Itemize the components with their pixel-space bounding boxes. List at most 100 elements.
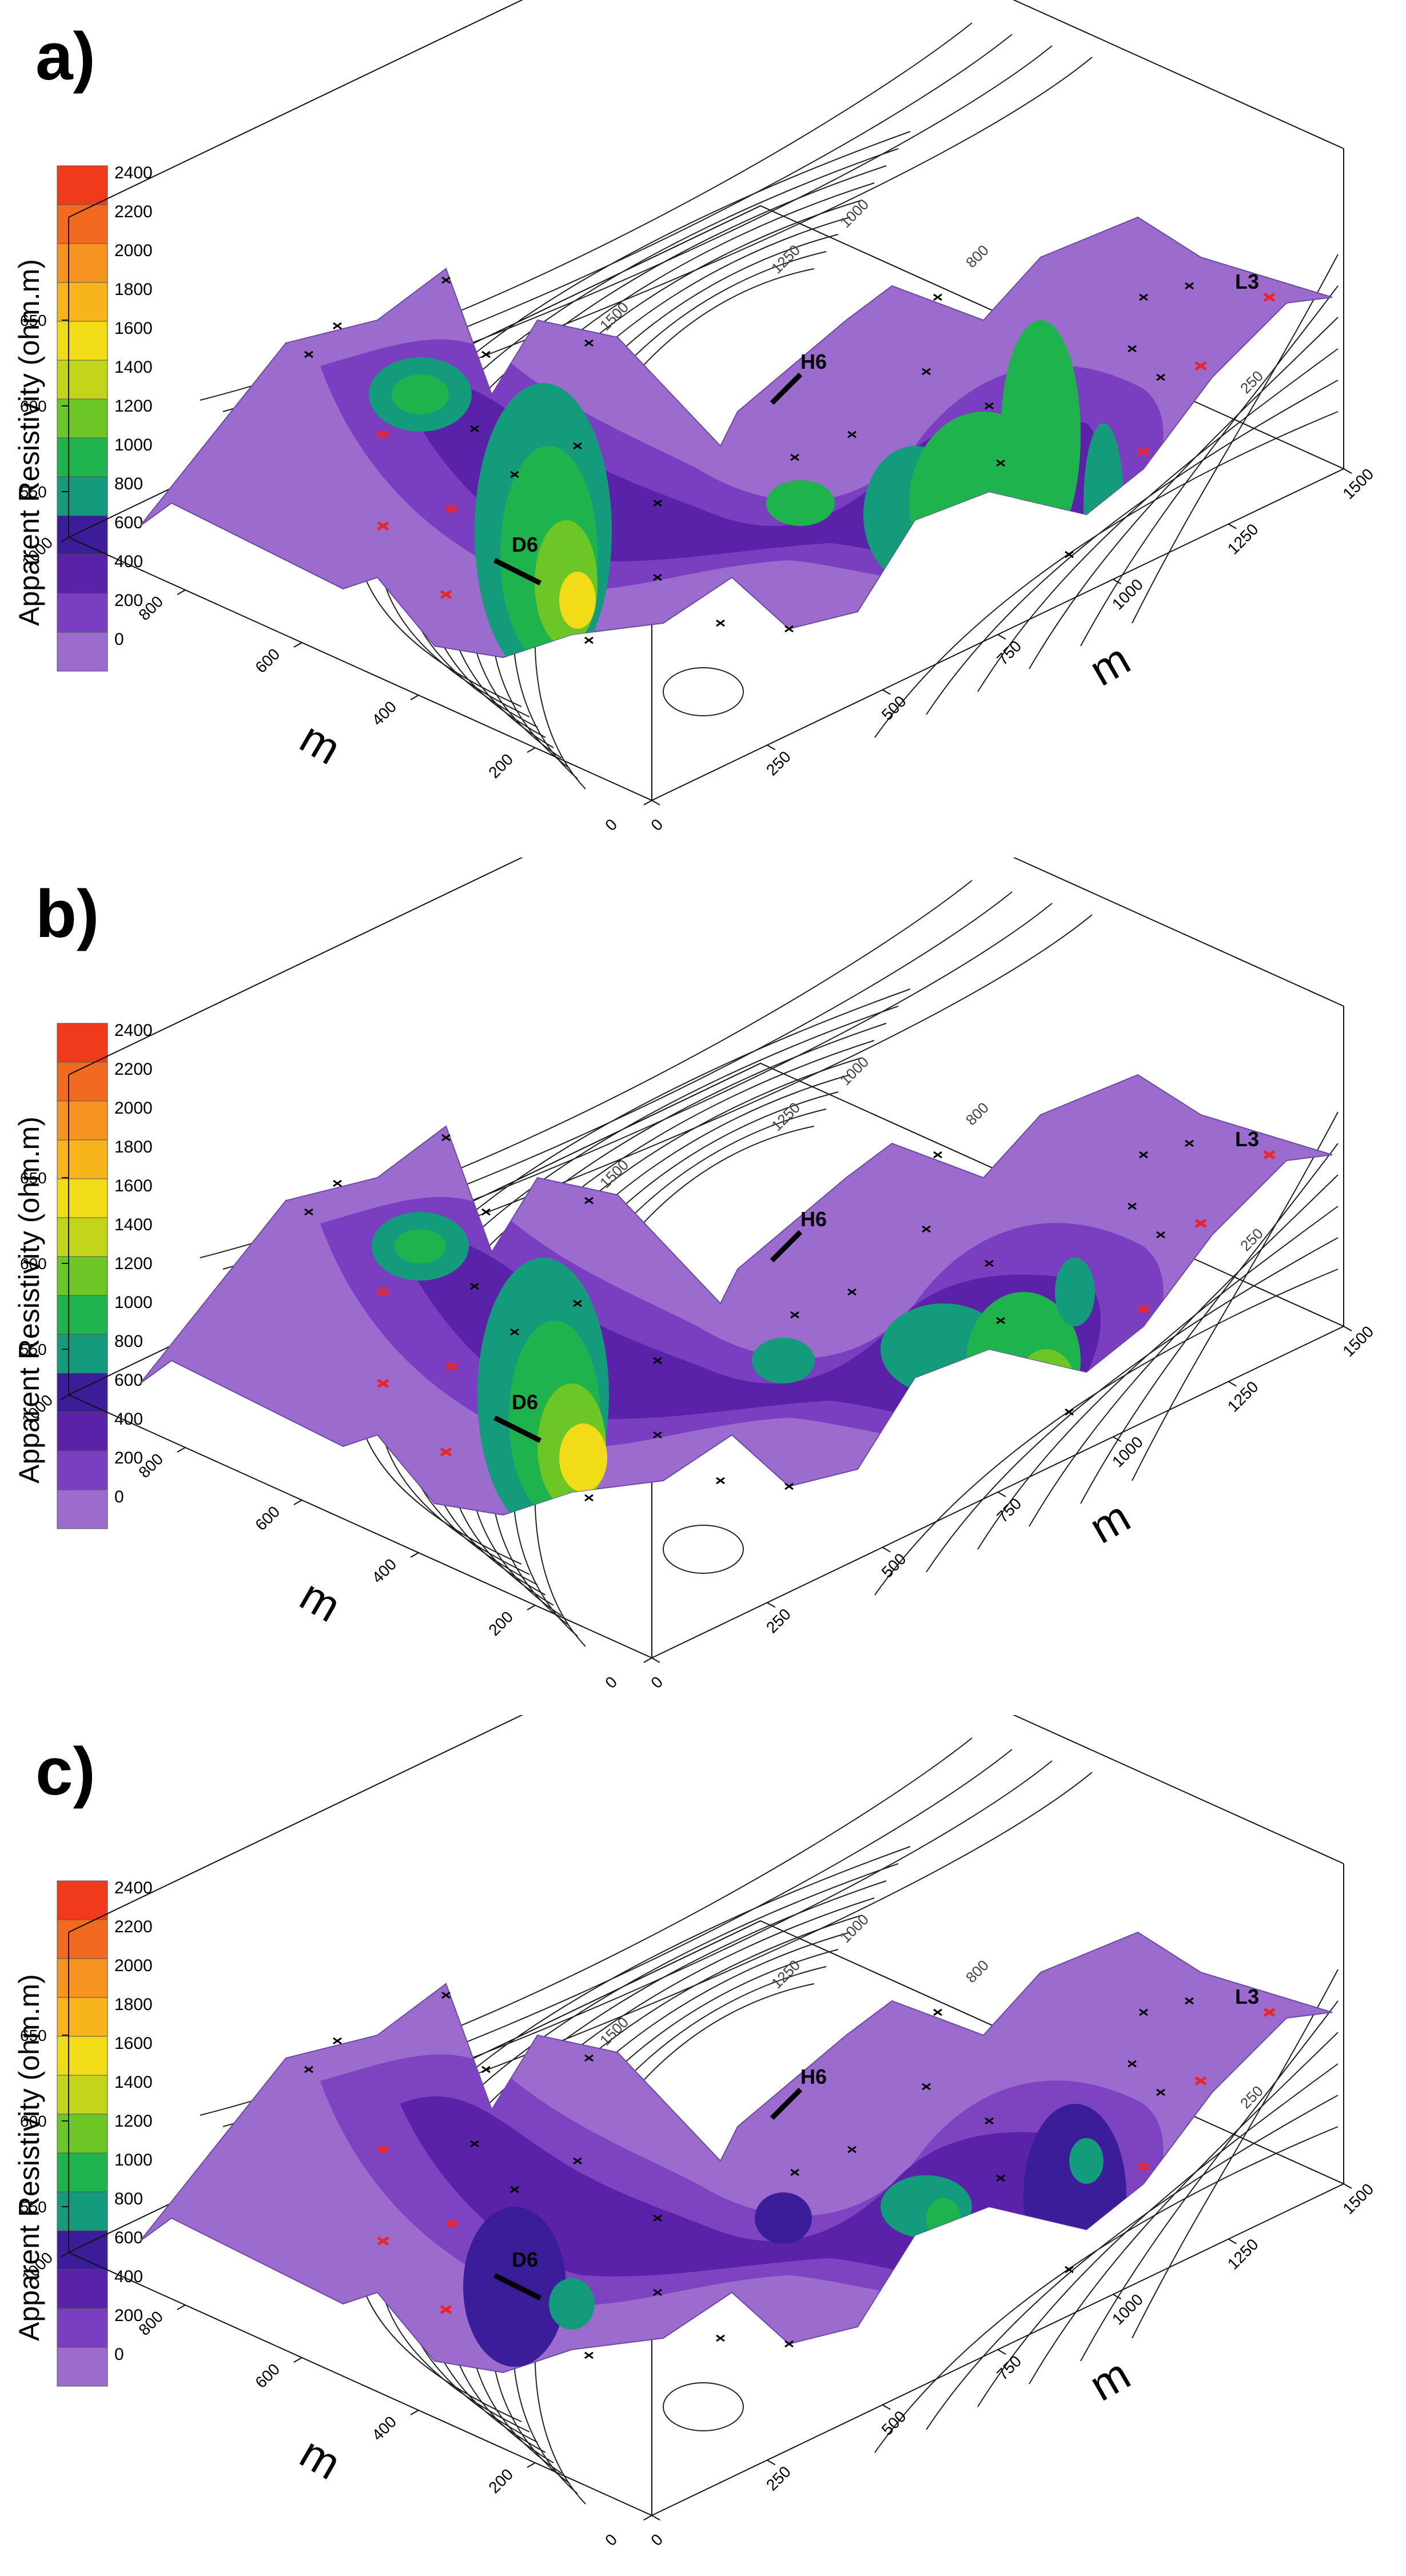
y-tick bbox=[527, 2462, 536, 2468]
annotations: D6 H6 L3 bbox=[493, 1985, 1259, 2301]
back-tick-label: 1000 bbox=[837, 1053, 872, 1088]
contour-line bbox=[926, 1237, 1339, 1573]
data-point-marker bbox=[653, 1357, 662, 1365]
data-point-marker bbox=[481, 350, 491, 358]
legend-swatch bbox=[57, 1139, 108, 1179]
back-tick-label: 250 bbox=[1237, 367, 1266, 397]
legend-tick-label: 1000 bbox=[114, 1293, 153, 1312]
legend-tick-label: 2000 bbox=[114, 1099, 153, 1118]
surface-base bbox=[140, 1074, 1333, 1516]
data-point-marker bbox=[1185, 1139, 1194, 1147]
legend-tick-label: 1400 bbox=[114, 358, 153, 377]
legend-tick-label: 1000 bbox=[114, 436, 153, 454]
ground-plane bbox=[67, 1062, 1345, 1659]
legend-swatch bbox=[57, 1023, 108, 1063]
borehole-marker bbox=[1263, 292, 1276, 302]
anomaly-center bbox=[766, 480, 835, 526]
box-top-edge bbox=[68, 1715, 1344, 1933]
legend-swatch bbox=[57, 2230, 108, 2270]
legend-tick-label: 800 bbox=[114, 2190, 143, 2208]
x-tick bbox=[1343, 1326, 1352, 1331]
legend-tick-label: 1800 bbox=[114, 280, 153, 299]
legend-swatch bbox=[57, 1100, 108, 1141]
y-tick-label: 0 bbox=[602, 2530, 620, 2549]
plot-svg: 0200400600800100012001400160018002000220… bbox=[13, 858, 1377, 1692]
x-tick-label: 1250 bbox=[1224, 2235, 1262, 2273]
legend-tick-label: 0 bbox=[114, 2345, 124, 2364]
legend-swatch bbox=[57, 2114, 108, 2154]
legend-tick-label: 2000 bbox=[114, 241, 153, 260]
axes-box bbox=[67, 858, 1345, 1659]
x-tick bbox=[997, 634, 1006, 640]
legend-title: Apparent Resistivity (ohm.m) bbox=[13, 1116, 45, 1484]
legend-tick-label: 2200 bbox=[114, 202, 153, 221]
x-tick bbox=[1113, 579, 1122, 585]
x-tick bbox=[1228, 2238, 1237, 2244]
resistivity-surface bbox=[140, 1074, 1333, 1516]
anomaly-e-core bbox=[1018, 1349, 1075, 1418]
y-tick-label: 400 bbox=[368, 1555, 400, 1586]
x-tick-label: 250 bbox=[763, 2463, 794, 2494]
well-trace bbox=[493, 2272, 542, 2301]
x-tick bbox=[1113, 1436, 1122, 1442]
data-point-marker bbox=[1128, 1202, 1137, 1210]
legend-swatch bbox=[57, 1256, 108, 1296]
y-tick bbox=[643, 1657, 652, 1663]
legend-swatch bbox=[57, 1334, 108, 1374]
data-point-marker bbox=[470, 425, 479, 433]
data-point-marker bbox=[481, 1208, 491, 1216]
y-axis-title: m bbox=[292, 1570, 349, 1632]
y-tick-label: 600 bbox=[252, 1502, 283, 1534]
legend-swatch bbox=[57, 554, 108, 594]
data-point-marker bbox=[573, 2157, 582, 2165]
data-point-marker bbox=[1156, 2088, 1165, 2096]
data-point-marker bbox=[470, 1282, 479, 1290]
well-label-h6: H6 bbox=[800, 1207, 827, 1231]
legend-swatch bbox=[57, 476, 108, 516]
y-tick bbox=[643, 800, 652, 806]
anomaly-d6-core bbox=[549, 2278, 595, 2330]
anomaly-center bbox=[755, 2192, 812, 2244]
back-tick-label: 250 bbox=[1237, 2082, 1266, 2112]
data-point-marker bbox=[1128, 2060, 1137, 2068]
x-tick-label: 0 bbox=[647, 2530, 666, 2549]
back-tick-label: 800 bbox=[962, 1099, 992, 1129]
x-tick bbox=[882, 1546, 891, 1553]
well-label-l3: L3 bbox=[1235, 1127, 1259, 1151]
contour-closed bbox=[663, 2382, 744, 2431]
legend: 0 200 400 600 800 1000 1200 1400 1600 1800 2000 220… bbox=[13, 164, 153, 672]
x-tick-label: 1500 bbox=[1339, 2180, 1377, 2218]
legend-swatch bbox=[57, 1997, 108, 2037]
y-tick bbox=[293, 642, 302, 648]
legend-tick-label: 800 bbox=[114, 474, 143, 493]
y-tick bbox=[60, 2252, 69, 2258]
legend-tick-label: 400 bbox=[114, 2267, 143, 2286]
data-point-marker bbox=[333, 322, 342, 330]
data-point-marker bbox=[304, 2065, 313, 2073]
x-tick-label: 750 bbox=[993, 2352, 1025, 2383]
legend-tick-label: 600 bbox=[114, 1371, 143, 1390]
borehole-marker bbox=[440, 2304, 452, 2315]
borehole-marker bbox=[1137, 1304, 1150, 1314]
legend: 0 200 400 600 800 1000 1200 1400 1600 1800 2000 220… bbox=[13, 1021, 153, 1529]
y-tick bbox=[410, 695, 419, 700]
legend-swatch bbox=[57, 2191, 108, 2231]
contour-line bbox=[1132, 254, 1339, 624]
legend-swatch bbox=[57, 1411, 108, 1452]
data-point-marker bbox=[304, 1208, 313, 1216]
legend-swatch bbox=[57, 2036, 108, 2076]
data-point-marker bbox=[441, 1991, 451, 1999]
legend-swatch bbox=[57, 2347, 108, 2387]
y-tick bbox=[527, 1605, 536, 1610]
data-point-marker bbox=[922, 368, 931, 376]
well-trace bbox=[770, 1230, 803, 1263]
data-markers bbox=[304, 276, 1276, 644]
data-point-marker bbox=[933, 293, 942, 301]
data-point-marker bbox=[333, 1179, 342, 1187]
data-point-marker bbox=[441, 1134, 451, 1142]
legend-tick-label: 0 bbox=[114, 1488, 124, 1506]
contour-line bbox=[977, 348, 1339, 692]
data-point-marker bbox=[653, 2288, 662, 2296]
data-point-marker bbox=[847, 2146, 857, 2154]
y-tick-label: 200 bbox=[485, 1608, 516, 1639]
